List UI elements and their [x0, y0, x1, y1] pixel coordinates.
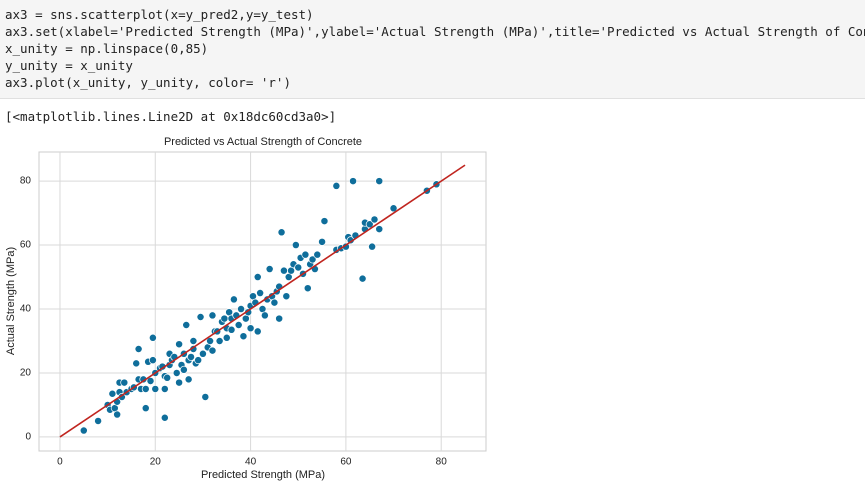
- scatter-point: [229, 295, 238, 304]
- scatter-point: [160, 413, 169, 422]
- scatter-point: [182, 321, 191, 329]
- scatter-point: [132, 359, 141, 368]
- cell-output: [<matplotlib.lines.Line2D at 0x18dc60cd3…: [5, 109, 337, 124]
- scatter-point: [151, 385, 160, 393]
- y-tick-label: 80: [20, 176, 32, 187]
- scatter-point: [108, 389, 117, 398]
- scatter-point: [301, 250, 310, 259]
- scatter-point: [368, 242, 377, 251]
- y-tick-label: 60: [20, 240, 32, 251]
- scatter-point: [198, 349, 207, 358]
- chart: Predicted vs Actual Strength of Concrete…: [5, 136, 487, 481]
- y-tick-label: 40: [20, 304, 32, 315]
- scatter-point: [237, 305, 246, 313]
- scatter-point: [175, 378, 184, 387]
- scatter-point: [215, 337, 224, 345]
- code-line: y_unity = x_unity: [5, 58, 133, 73]
- scatter-point: [279, 266, 288, 275]
- chart-title: Predicted vs Actual Strength of Concrete: [164, 136, 362, 148]
- scatter-point: [253, 327, 262, 336]
- scatter-point: [148, 356, 157, 365]
- code-line: x_unity = np.linspace(0,85): [5, 41, 209, 56]
- scatter-point: [196, 313, 205, 321]
- scatter-point: [275, 314, 284, 323]
- scatter-point: [313, 250, 322, 259]
- scatter-point: [375, 177, 384, 186]
- scatter-point: [318, 237, 327, 246]
- scatter-point: [389, 204, 398, 213]
- scatter-point: [146, 377, 155, 385]
- scatter-point: [227, 325, 236, 334]
- scatter-point: [141, 385, 150, 393]
- scatter-point: [256, 289, 265, 297]
- x-tick-label: 20: [150, 457, 162, 468]
- scatter-point: [172, 369, 181, 377]
- code-line: ax3.set(xlabel='Predicted Strength (MPa)…: [5, 24, 865, 39]
- scatter-point: [160, 385, 169, 393]
- code-line: ax3.plot(x_unity, y_unity, color= 'r'): [5, 75, 291, 90]
- x-tick-label: 40: [245, 457, 257, 468]
- scatter-point: [134, 345, 143, 353]
- scatter-point: [375, 225, 384, 234]
- scatter-point: [187, 353, 195, 361]
- scatter-point: [222, 333, 231, 342]
- scatter-point: [163, 373, 172, 382]
- scatter-point: [184, 375, 193, 384]
- x-axis-label: Predicted Strength (MPa): [201, 469, 325, 481]
- scatter-point: [239, 332, 248, 341]
- scatter-point: [253, 273, 262, 281]
- scatter-point: [349, 177, 357, 186]
- scatter-point: [208, 346, 217, 355]
- scatter-point: [282, 292, 291, 301]
- scatter-point: [246, 324, 255, 333]
- scatter-point: [179, 365, 188, 374]
- x-tick-label: 0: [57, 457, 63, 468]
- scatter-point: [206, 337, 215, 345]
- code-cell: ax3 = sns.scatterplot(x=y_pred2,y=y_test…: [0, 0, 865, 99]
- code-line: ax3 = sns.scatterplot(x=y_pred2,y=y_test…: [5, 7, 314, 22]
- scatter-point: [320, 217, 329, 226]
- scatter-point: [234, 321, 243, 329]
- scatter-point: [94, 416, 103, 425]
- scatter-point: [277, 228, 286, 237]
- y-tick-label: 20: [20, 368, 32, 379]
- x-tick-label: 80: [436, 457, 448, 468]
- y-axis-label: Actual Strength (MPa): [5, 247, 17, 355]
- unity-line: [59, 164, 466, 438]
- scatter-point: [294, 263, 303, 272]
- scatter-point: [79, 426, 88, 435]
- scatter-point: [220, 314, 229, 323]
- scatter-point: [332, 181, 341, 190]
- scatter-point: [260, 311, 269, 320]
- scatter-point: [270, 298, 279, 307]
- y-tick-label: 0: [25, 432, 31, 443]
- scatter-point: [291, 241, 300, 250]
- scatter-point: [189, 337, 198, 345]
- scatter-point: [148, 333, 157, 342]
- scatter-point: [365, 220, 374, 229]
- scatter-point: [358, 274, 367, 283]
- scatter-point: [370, 215, 379, 224]
- scatter-point: [141, 404, 150, 413]
- scatter-point: [303, 284, 312, 293]
- scatter-point: [113, 410, 122, 419]
- scatter-point: [265, 265, 274, 273]
- scatter-point: [120, 378, 129, 387]
- scatter-point: [308, 255, 317, 264]
- x-tick-label: 60: [340, 457, 352, 468]
- scatter-point: [201, 393, 210, 401]
- scatter-point: [194, 356, 203, 365]
- scatter-point: [175, 340, 184, 349]
- scatter-point: [208, 311, 217, 320]
